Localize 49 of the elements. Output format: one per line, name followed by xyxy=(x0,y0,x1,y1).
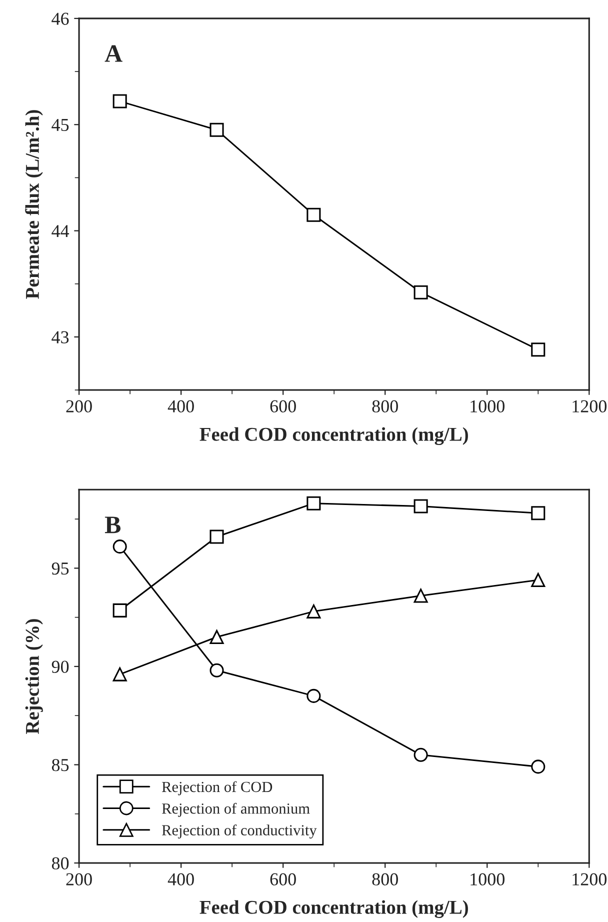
point xyxy=(112,667,127,682)
x-tick-label: 1000 xyxy=(470,400,504,412)
x-tick-label: 1200 xyxy=(572,400,607,412)
x-tick-label: 800 xyxy=(372,400,398,412)
y-axis-title: Rejection (%) xyxy=(25,619,43,734)
y-tick-label: 43 xyxy=(52,331,69,344)
legend-label: Rejection of conductivity xyxy=(162,824,317,839)
y-tick-label: 44 xyxy=(52,225,70,238)
point xyxy=(531,342,546,357)
point xyxy=(306,604,321,618)
legend-label: Rejection of COD xyxy=(162,781,272,796)
y-tick-label: 95 xyxy=(52,562,69,575)
point xyxy=(531,506,546,520)
annotation: A xyxy=(104,45,122,62)
y-tick-label: 46 xyxy=(52,12,69,25)
point xyxy=(210,630,224,644)
x-axis-title: Feed COD concentration (mg/L) xyxy=(200,900,468,918)
point xyxy=(306,496,321,510)
x-tick-label: 400 xyxy=(168,873,194,886)
point xyxy=(112,94,127,108)
point xyxy=(306,688,321,703)
point xyxy=(210,530,224,544)
point xyxy=(531,572,546,587)
point xyxy=(414,285,428,300)
x-axis-title: Feed COD concentration (mg/L) xyxy=(200,427,468,445)
point xyxy=(112,603,127,618)
x-tick-label: 1200 xyxy=(572,873,607,886)
x-tick-label: 200 xyxy=(66,873,92,886)
y-tick-label: 80 xyxy=(52,857,69,870)
x-tick-label: 600 xyxy=(270,400,296,412)
point xyxy=(210,663,224,678)
point xyxy=(414,499,428,514)
point xyxy=(306,208,321,222)
point xyxy=(112,540,127,554)
y-axis-title: Permeate flux (L/m².h) xyxy=(25,110,43,299)
point xyxy=(210,122,224,137)
x-tick-label: 1000 xyxy=(470,873,504,886)
annotation: B xyxy=(104,516,121,534)
y-tick-label: 90 xyxy=(52,660,69,673)
x-tick-label: 600 xyxy=(270,873,296,886)
x-tick-label: 800 xyxy=(372,873,398,886)
legend-label: Rejection of ammonium xyxy=(162,802,310,817)
x-tick-label: 200 xyxy=(66,400,92,412)
y-tick-label: 85 xyxy=(52,758,69,772)
point xyxy=(414,748,428,762)
point xyxy=(531,760,546,774)
x-tick-label: 400 xyxy=(168,400,194,412)
point xyxy=(414,588,428,603)
y-tick-label: 45 xyxy=(52,118,69,132)
